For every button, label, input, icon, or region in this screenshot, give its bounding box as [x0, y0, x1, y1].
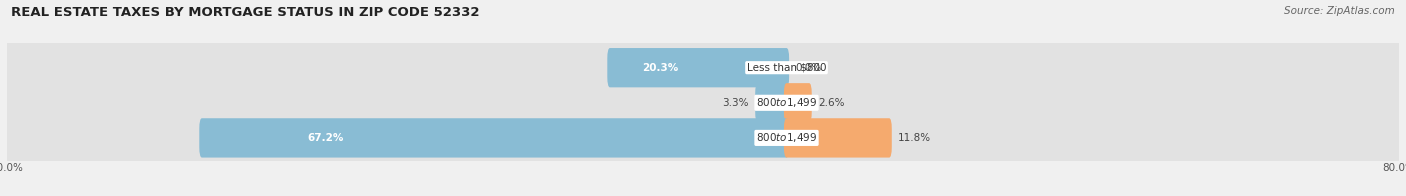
Text: 3.3%: 3.3% [723, 98, 749, 108]
Text: Source: ZipAtlas.com: Source: ZipAtlas.com [1284, 6, 1395, 16]
Text: 20.3%: 20.3% [641, 63, 678, 73]
FancyBboxPatch shape [200, 118, 789, 158]
Text: $800 to $1,499: $800 to $1,499 [756, 131, 817, 144]
Text: 11.8%: 11.8% [898, 133, 931, 143]
Text: 2.6%: 2.6% [818, 98, 845, 108]
Text: 0.0%: 0.0% [796, 63, 821, 73]
FancyBboxPatch shape [4, 87, 1402, 189]
Text: $800 to $1,499: $800 to $1,499 [756, 96, 817, 109]
Text: REAL ESTATE TAXES BY MORTGAGE STATUS IN ZIP CODE 52332: REAL ESTATE TAXES BY MORTGAGE STATUS IN … [11, 6, 479, 19]
Text: Less than $800: Less than $800 [747, 63, 827, 73]
FancyBboxPatch shape [4, 17, 1402, 119]
FancyBboxPatch shape [4, 52, 1402, 154]
FancyBboxPatch shape [755, 83, 789, 122]
FancyBboxPatch shape [785, 118, 891, 158]
Text: 67.2%: 67.2% [307, 133, 343, 143]
FancyBboxPatch shape [785, 83, 811, 122]
FancyBboxPatch shape [607, 48, 789, 87]
